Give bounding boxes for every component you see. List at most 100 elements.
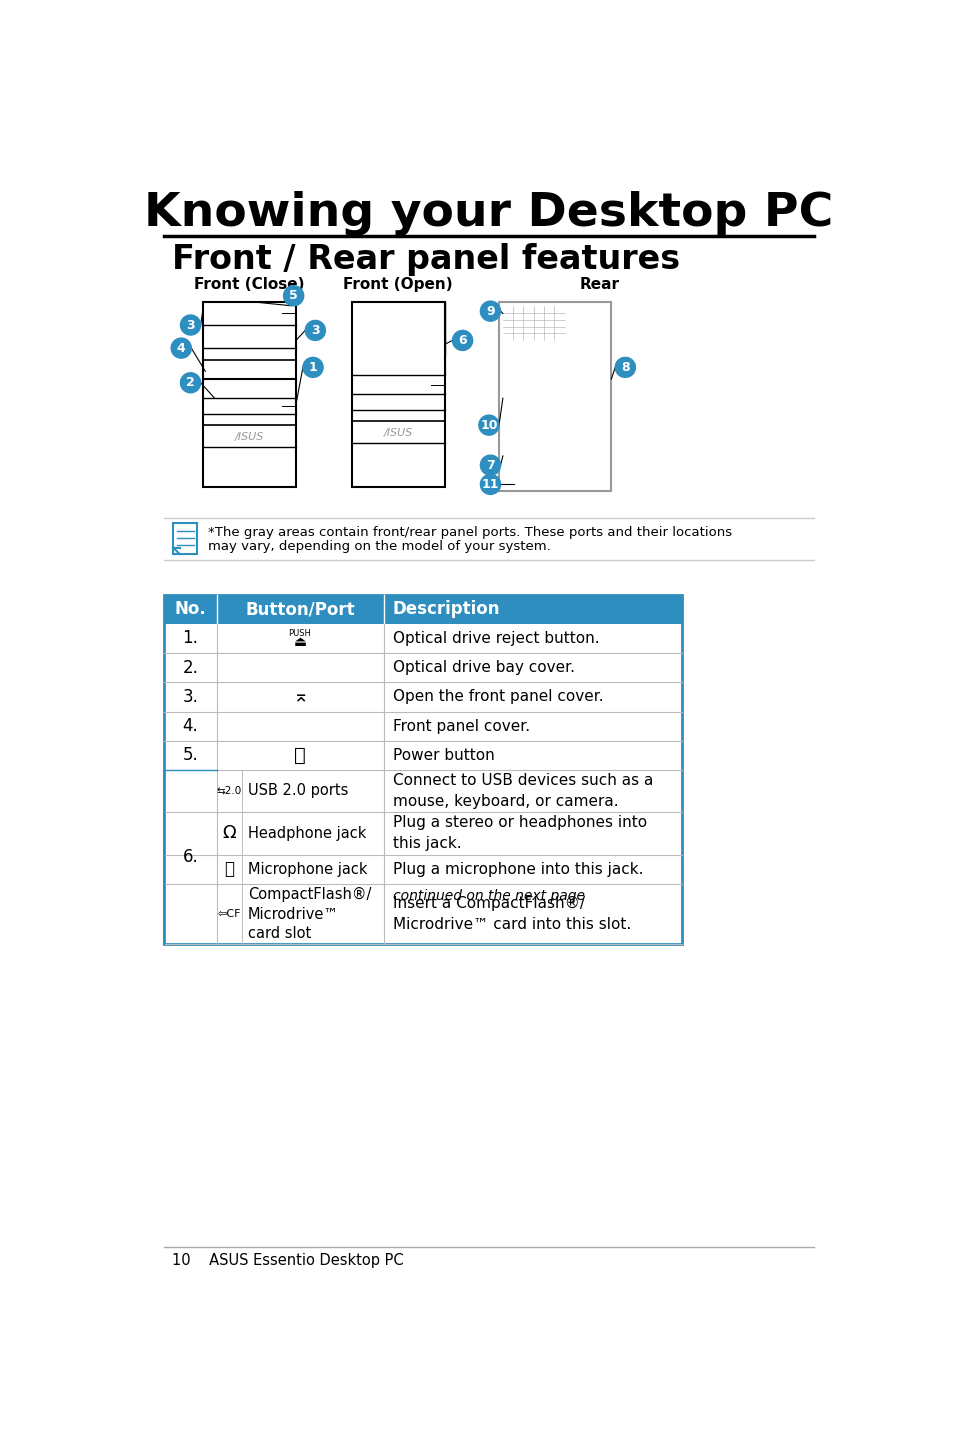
Circle shape <box>601 429 605 431</box>
Text: Microphone jack: Microphone jack <box>248 861 367 877</box>
Circle shape <box>577 429 580 431</box>
Circle shape <box>303 358 323 377</box>
Circle shape <box>283 286 303 306</box>
Circle shape <box>582 418 586 423</box>
Circle shape <box>577 418 580 423</box>
Circle shape <box>570 456 574 459</box>
Bar <box>505 414 562 424</box>
Circle shape <box>577 391 580 394</box>
Circle shape <box>570 410 574 413</box>
Bar <box>504 452 558 466</box>
Circle shape <box>171 338 192 358</box>
Circle shape <box>595 372 598 377</box>
Text: 3: 3 <box>186 319 194 332</box>
Circle shape <box>589 429 593 431</box>
Text: No.: No. <box>174 600 206 618</box>
Circle shape <box>570 429 574 431</box>
Circle shape <box>595 354 598 358</box>
Circle shape <box>570 400 574 404</box>
Circle shape <box>577 456 580 459</box>
Circle shape <box>582 464 586 469</box>
Bar <box>216 771 681 812</box>
Circle shape <box>478 416 498 436</box>
Circle shape <box>570 391 574 394</box>
Text: CompactFlash®/
Microdrive™
card slot: CompactFlash®/ Microdrive™ card slot <box>248 887 371 940</box>
Bar <box>505 360 562 368</box>
Text: Front (Open): Front (Open) <box>343 276 453 292</box>
Circle shape <box>570 418 574 423</box>
Circle shape <box>452 331 472 351</box>
Text: ⇦CF: ⇦CF <box>217 909 241 919</box>
Text: Button/Port: Button/Port <box>245 600 355 618</box>
Bar <box>505 372 562 383</box>
Circle shape <box>577 381 580 385</box>
Text: 11: 11 <box>481 477 498 490</box>
Text: 7: 7 <box>486 459 495 472</box>
Circle shape <box>589 437 593 441</box>
Bar <box>502 352 564 426</box>
Bar <box>173 523 196 554</box>
Text: 4: 4 <box>176 342 186 355</box>
Bar <box>164 712 681 741</box>
Circle shape <box>589 400 593 404</box>
Circle shape <box>595 437 598 441</box>
Circle shape <box>595 456 598 459</box>
Circle shape <box>582 437 586 441</box>
Circle shape <box>601 437 605 441</box>
Text: Description: Description <box>393 600 499 618</box>
Text: Knowing your Desktop PC: Knowing your Desktop PC <box>144 191 833 236</box>
Circle shape <box>601 391 605 394</box>
Bar <box>164 594 681 945</box>
Circle shape <box>595 381 598 385</box>
Text: ⇆2.0: ⇆2.0 <box>216 787 242 795</box>
Bar <box>502 341 517 344</box>
Bar <box>216 812 681 854</box>
Circle shape <box>577 354 580 358</box>
Circle shape <box>589 372 593 377</box>
Text: Headphone jack: Headphone jack <box>248 825 366 841</box>
Bar <box>502 431 560 485</box>
Circle shape <box>480 301 500 321</box>
Bar <box>216 884 681 945</box>
Text: 10    ASUS Essentio Desktop PC: 10 ASUS Essentio Desktop PC <box>172 1252 403 1268</box>
Circle shape <box>577 364 580 367</box>
Text: 1: 1 <box>309 361 317 374</box>
Circle shape <box>582 456 586 459</box>
Text: Rear: Rear <box>579 276 619 292</box>
Circle shape <box>595 400 598 404</box>
Text: Ω: Ω <box>222 824 235 843</box>
Bar <box>352 302 444 355</box>
Circle shape <box>595 364 598 367</box>
Text: ⏻: ⏻ <box>294 746 305 765</box>
Bar <box>203 302 295 486</box>
Circle shape <box>601 364 605 367</box>
Bar <box>519 341 534 344</box>
Text: Insert a CompactFlash®/
Microdrive™ card into this slot.: Insert a CompactFlash®/ Microdrive™ card… <box>393 896 631 932</box>
Circle shape <box>601 418 605 423</box>
Circle shape <box>577 410 580 413</box>
Text: Front panel cover.: Front panel cover. <box>393 719 530 733</box>
Circle shape <box>615 358 635 377</box>
Circle shape <box>601 372 605 377</box>
Circle shape <box>582 354 586 358</box>
Circle shape <box>480 456 500 475</box>
Circle shape <box>180 372 200 393</box>
Text: 3.: 3. <box>182 687 198 706</box>
Text: /ISUS: /ISUS <box>383 429 413 437</box>
Bar <box>164 771 216 945</box>
Bar <box>352 302 444 486</box>
Circle shape <box>577 464 580 469</box>
Circle shape <box>595 410 598 413</box>
Text: *The gray areas contain front/rear panel ports. These ports and their locations: *The gray areas contain front/rear panel… <box>208 526 732 539</box>
Bar <box>164 624 681 653</box>
Circle shape <box>601 464 605 469</box>
Circle shape <box>601 456 605 459</box>
Circle shape <box>595 418 598 423</box>
Circle shape <box>601 446 605 450</box>
Circle shape <box>180 315 200 335</box>
Circle shape <box>577 475 580 477</box>
Circle shape <box>589 364 593 367</box>
Circle shape <box>601 354 605 358</box>
Bar <box>502 306 564 341</box>
Bar <box>505 400 562 410</box>
